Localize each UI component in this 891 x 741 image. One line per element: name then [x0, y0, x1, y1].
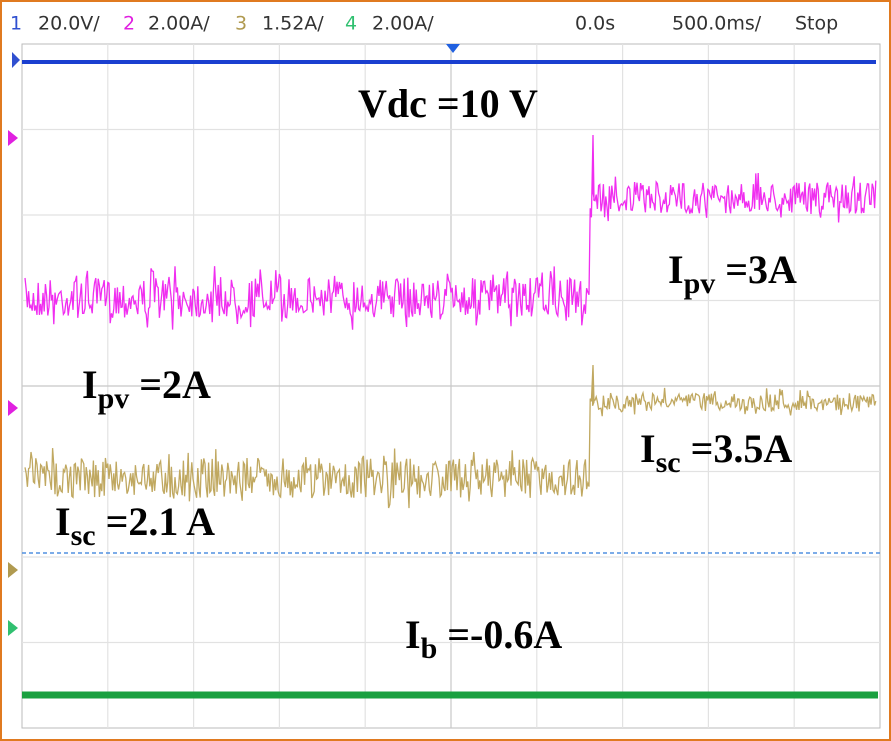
channel-number: 3	[235, 13, 247, 35]
annotation: Isc =2.1 A	[55, 499, 215, 552]
ch1-marker	[12, 52, 20, 68]
trigger-marker	[446, 44, 460, 53]
symbol: Vdc	[358, 81, 427, 126]
value-text: =2.1 A	[96, 499, 216, 544]
subscript: b	[421, 632, 438, 665]
ch2-marker	[8, 130, 18, 146]
value-text: =10 V	[427, 81, 538, 126]
value-text: =3A	[715, 247, 797, 292]
channel-markers	[8, 52, 20, 636]
value-text: =2A	[129, 362, 211, 407]
symbol: I	[640, 426, 656, 471]
symbol: I	[668, 247, 684, 292]
channel-scale: 1.52A/	[262, 13, 324, 35]
ch2-trace	[24, 134, 877, 330]
ch3-marker	[8, 562, 18, 578]
subscript: pv	[684, 267, 716, 300]
traces	[24, 134, 877, 509]
subscript: pv	[98, 382, 130, 415]
channel-number: 2	[123, 13, 135, 35]
ch4-marker	[8, 620, 18, 636]
annotation: Isc =3.5A	[640, 426, 792, 479]
channel-scale: 2.00A/	[148, 13, 210, 35]
channel-scale: 2.00A/	[372, 13, 434, 35]
grid	[22, 44, 880, 728]
subscript: sc	[656, 446, 681, 479]
annotation: Ib =-0.6A	[405, 612, 562, 665]
channel-scale: 20.0V/	[38, 13, 100, 35]
symbol: I	[55, 499, 71, 544]
channel-number: 4	[345, 13, 357, 35]
annotation: Vdc =10 V	[358, 81, 538, 126]
symbol: I	[405, 612, 421, 657]
delay: 0.0s	[575, 13, 615, 35]
header: 1 20.0V/ 2 2.00A/ 3 1.52A/ 4 2.00A/ 0.0s…	[10, 13, 838, 35]
annotation: Ipv =3A	[668, 247, 797, 300]
ch3-trace	[24, 364, 877, 509]
status: Stop	[795, 13, 838, 35]
symbol: I	[82, 362, 98, 407]
value-text: =-0.6A	[437, 612, 562, 657]
annotation: Ipv =2A	[82, 362, 211, 415]
timebase: 500.0ms/	[672, 13, 762, 35]
ch2-marker	[8, 400, 18, 416]
subscript: sc	[71, 519, 96, 552]
channel-number: 1	[10, 13, 22, 35]
value-text: =3.5A	[681, 426, 793, 471]
